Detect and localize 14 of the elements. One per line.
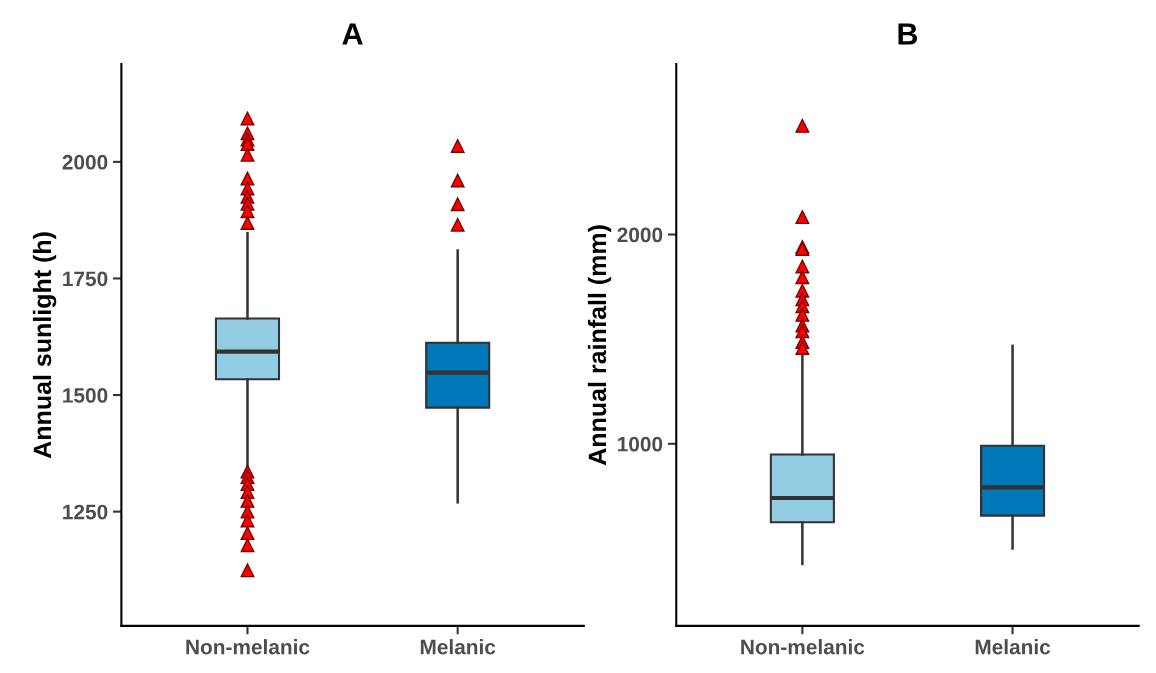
x-tick-label: Melanic [420, 639, 496, 655]
chart-title: A [342, 23, 363, 45]
y-tick-label: 1750 [63, 271, 108, 287]
y-tick-label: 1500 [63, 388, 108, 403]
y-axis-title: Annual sunlight (h) [32, 232, 57, 459]
x-tick-label: Non-melanic [186, 639, 310, 655]
y-tick-label: 1000 [618, 436, 663, 452]
chart-title: B [898, 23, 918, 45]
y-tick-label: 2000 [617, 227, 663, 243]
x-tick-label: Non-melanic [741, 639, 865, 655]
y-tick-label: 2000 [62, 154, 108, 170]
y-axis-title: Annual rainfall (mm) [587, 225, 612, 466]
x-tick-label: Melanic [975, 639, 1051, 655]
y-tick-label: 1250 [63, 504, 108, 520]
